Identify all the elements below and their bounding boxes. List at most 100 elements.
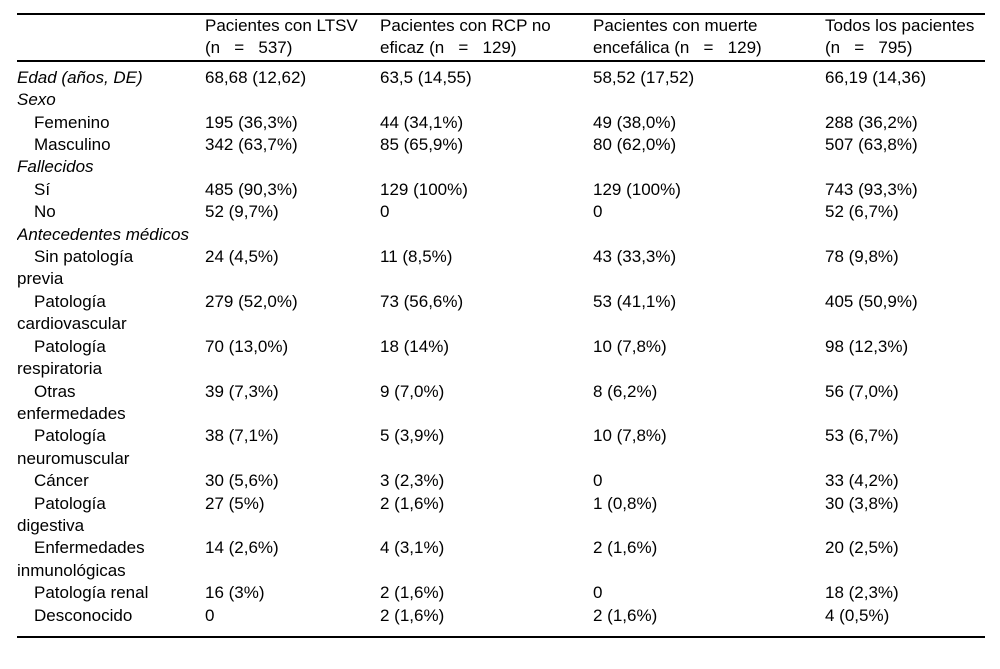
cell-todos: 33 (4,2%) — [825, 471, 899, 491]
cell-rcp: 73 (56,6%) — [380, 291, 464, 311]
table-body: Edad (años, DE) 68,68 (12,62) 63,5 (14,5… — [17, 61, 985, 637]
header-line: Pacientes con muerte — [593, 16, 758, 35]
table-row: Patología neuromuscular 38 (7,1%) 5 (3,9… — [17, 425, 985, 470]
cell-muerte-encefalica: 0 — [593, 202, 603, 222]
cell-muerte-encefalica: 58,52 (17,52) — [593, 67, 695, 87]
row-label: No — [34, 202, 56, 222]
cell-muerte-encefalica: 80 (62,0%) — [593, 135, 677, 155]
row-label: Sexo — [17, 90, 56, 110]
row-label: Sí — [34, 179, 51, 199]
row-label: Desconocido — [34, 605, 133, 625]
header-cell-muerte-encefalica: Pacientes con muerte encefálica (n = 129… — [593, 14, 825, 62]
cell-rcp: 3 (2,3%) — [380, 471, 445, 491]
header-row: Pacientes con LTSV (n = 537) Pacientes c… — [17, 14, 985, 62]
cell-muerte-encefalica: 10 (7,8%) — [593, 426, 667, 446]
cell-muerte-encefalica: 8 (6,2%) — [593, 381, 658, 401]
cell-rcp: 2 (1,6%) — [380, 583, 445, 603]
cell-rcp: 2 (1,6%) — [380, 493, 445, 513]
header-cell-todos: Todos los pacientes (n = 795) — [825, 14, 985, 62]
cell-ltsv: 24 (4,5%) — [205, 247, 279, 267]
cell-rcp — [380, 89, 593, 111]
cell-rcp: 9 (7,0%) — [380, 381, 445, 401]
header-line: Pacientes con LTSV — [205, 16, 358, 35]
cell-todos: 743 (93,3%) — [825, 179, 918, 199]
cell-rcp — [380, 156, 593, 178]
cell-muerte-encefalica: 53 (41,1%) — [593, 291, 677, 311]
cell-rcp: 85 (65,9%) — [380, 135, 464, 155]
cell-rcp: 11 (8,5%) — [380, 247, 453, 267]
cell-muerte-encefalica: 129 (100%) — [593, 179, 681, 199]
header-cell-rcp: Pacientes con RCP no eficaz (n = 129) — [380, 14, 593, 62]
cell-todos: 18 (2,3%) — [825, 583, 899, 603]
table-row: Antecedentes médicos — [17, 224, 985, 246]
cell-muerte-encefalica: 1 (0,8%) — [593, 493, 658, 513]
patient-characteristics-table: Pacientes con LTSV (n = 537) Pacientes c… — [17, 13, 985, 638]
table-row: Sin patología previa 24 (4,5%) 11 (8,5%)… — [17, 246, 985, 291]
table-row: Sí 485 (90,3%) 129 (100%) 129 (100%) 743… — [17, 179, 985, 201]
cell-ltsv: 38 (7,1%) — [205, 426, 279, 446]
cell-todos: 4 (0,5%) — [825, 605, 890, 625]
table-row: Patología respiratoria 70 (13,0%) 18 (14… — [17, 336, 985, 381]
cell-todos: 78 (9,8%) — [825, 247, 899, 267]
cell-rcp: 4 (3,1%) — [380, 538, 445, 558]
table-row: Masculino 342 (63,7%) 85 (65,9%) 80 (62,… — [17, 134, 985, 156]
cell-muerte-encefalica: 2 (1,6%) — [593, 605, 658, 625]
row-label: Patología cardiovascular — [17, 291, 127, 334]
cell-ltsv — [205, 224, 380, 246]
cell-ltsv: 195 (36,3%) — [205, 112, 298, 132]
cell-ltsv — [205, 156, 380, 178]
table-row: Enfermedades inmunológicas 14 (2,6%) 4 (… — [17, 537, 985, 582]
cell-muerte-encefalica: 43 (33,3%) — [593, 247, 677, 267]
table-container: Pacientes con LTSV (n = 537) Pacientes c… — [17, 13, 1000, 638]
cell-ltsv: 30 (5,6%) — [205, 471, 279, 491]
row-label: Antecedentes médicos — [17, 224, 189, 244]
cell-rcp: 5 (3,9%) — [380, 426, 445, 446]
cell-ltsv: 70 (13,0%) — [205, 336, 289, 356]
header-line: Pacientes con RCP no — [380, 16, 551, 35]
table-row: Patología digestiva 27 (5%) 2 (1,6%) 1 (… — [17, 493, 985, 538]
row-label: Patología renal — [34, 583, 149, 603]
cell-ltsv: 0 — [205, 605, 215, 625]
row-label: Enfermedades inmunológicas — [17, 538, 145, 580]
cell-todos: 98 (12,3%) — [825, 336, 909, 356]
row-label: Patología neuromuscular — [17, 426, 130, 468]
cell-todos: 20 (2,5%) — [825, 538, 899, 558]
table-row: Cáncer 30 (5,6%) 3 (2,3%) 0 33 (4,2%) — [17, 470, 985, 492]
cell-todos: 288 (36,2%) — [825, 112, 918, 132]
cell-ltsv: 485 (90,3%) — [205, 179, 298, 199]
cell-ltsv: 279 (52,0%) — [205, 291, 298, 311]
cell-todos — [825, 224, 985, 246]
cell-todos: 66,19 (14,36) — [825, 67, 927, 87]
cell-muerte-encefalica: 10 (7,8%) — [593, 336, 667, 356]
cell-todos — [825, 89, 985, 111]
cell-ltsv: 14 (2,6%) — [205, 538, 279, 558]
cell-rcp: 0 — [380, 202, 390, 222]
table-row: Edad (años, DE) 68,68 (12,62) 63,5 (14,5… — [17, 61, 985, 89]
table-row: Sexo — [17, 89, 985, 111]
header-line: encefálica (n = 129) — [593, 38, 762, 58]
cell-rcp: 129 (100%) — [380, 179, 468, 199]
row-label: Femenino — [34, 112, 110, 132]
cell-rcp: 2 (1,6%) — [380, 605, 445, 625]
cell-todos: 53 (6,7%) — [825, 426, 899, 446]
header-line: (n = 795) — [825, 38, 913, 58]
cell-rcp: 44 (34,1%) — [380, 112, 464, 132]
table-row: Patología renal 16 (3%) 2 (1,6%) 0 18 (2… — [17, 582, 985, 604]
cell-muerte-encefalica — [593, 156, 825, 178]
cell-todos: 30 (3,8%) — [825, 493, 899, 513]
cell-todos — [825, 156, 985, 178]
cell-ltsv: 27 (5%) — [205, 493, 265, 513]
row-label: Sin patología previa — [17, 247, 134, 289]
table-row: No 52 (9,7%) 0 0 52 (6,7%) — [17, 201, 985, 223]
row-label: Masculino — [34, 135, 111, 155]
header-line: Todos los pacientes — [825, 16, 975, 35]
cell-rcp: 18 (14%) — [380, 336, 449, 356]
cell-muerte-encefalica: 0 — [593, 471, 603, 491]
table-row: Femenino 195 (36,3%) 44 (34,1%) 49 (38,0… — [17, 112, 985, 134]
cell-muerte-encefalica — [593, 224, 825, 246]
cell-muerte-encefalica: 49 (38,0%) — [593, 112, 677, 132]
row-label: Patología digestiva — [17, 493, 106, 535]
header-line: (n = 537) — [205, 38, 293, 58]
cell-todos: 507 (63,8%) — [825, 135, 918, 155]
cell-ltsv: 16 (3%) — [205, 583, 265, 603]
